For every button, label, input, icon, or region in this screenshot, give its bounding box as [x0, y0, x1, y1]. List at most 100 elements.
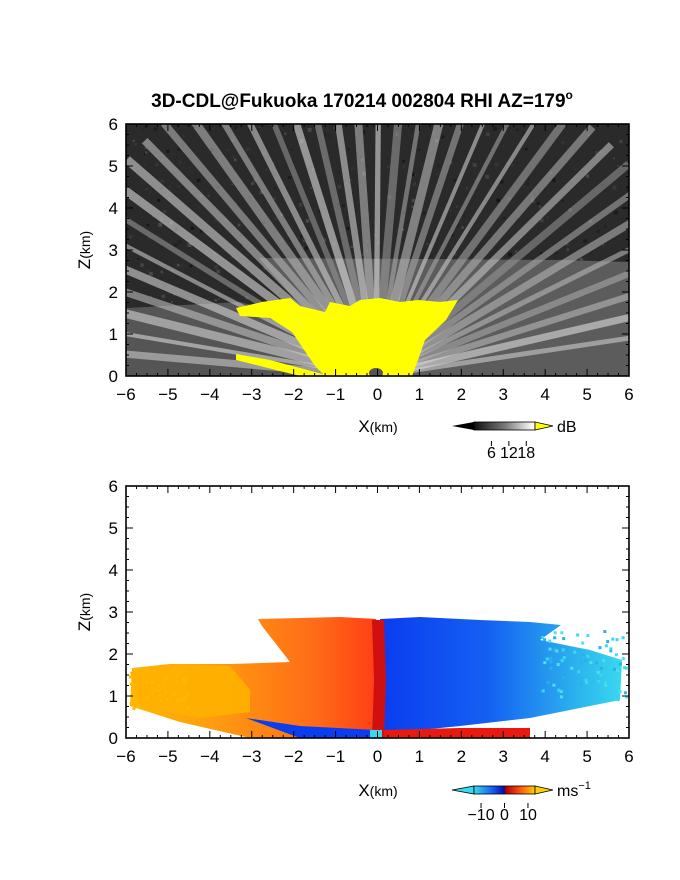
noise-speckle — [621, 209, 623, 211]
noise-speckle — [200, 138, 202, 140]
x-tick-label: −5 — [158, 747, 177, 766]
noise-speckle — [441, 135, 445, 139]
velocity-speckle — [621, 657, 625, 661]
colorbar-ticks: −10 0 10 — [467, 803, 537, 824]
noise-speckle — [350, 125, 353, 128]
noise-speckle — [613, 220, 616, 222]
velocity-speckle — [136, 703, 140, 707]
velocity-y-axis-label: Z(km) — [75, 593, 94, 631]
noise-speckle — [259, 190, 264, 195]
velocity-speckle — [153, 688, 157, 692]
noise-speckle — [453, 252, 457, 256]
noise-speckle — [619, 139, 623, 143]
noise-speckle — [153, 127, 158, 131]
velocity-speckle — [556, 663, 560, 667]
noise-speckle — [500, 180, 504, 184]
velocity-speckle — [581, 641, 585, 645]
noise-speckle — [233, 158, 237, 162]
noise-speckle — [298, 203, 303, 207]
velocity-speckle — [181, 676, 185, 680]
noise-speckle — [307, 127, 312, 132]
x-tick-label: −6 — [116, 747, 135, 766]
noise-speckle — [585, 174, 590, 178]
noise-speckle — [144, 164, 146, 166]
noise-speckle — [514, 250, 518, 253]
noise-speckle — [303, 239, 305, 242]
noise-speckle — [326, 238, 329, 241]
noise-speckle — [450, 243, 454, 247]
noise-speckle — [485, 174, 490, 179]
noise-speckle — [289, 240, 291, 242]
reflectivity-x-axis-label: X(km) — [358, 417, 397, 436]
noise-speckle — [245, 209, 248, 211]
noise-speckle — [214, 265, 219, 270]
noise-speckle — [478, 158, 480, 160]
noise-speckle — [590, 251, 593, 255]
noise-speckle — [158, 222, 163, 227]
noise-speckle — [179, 184, 182, 187]
velocity-speckle — [541, 689, 545, 693]
noise-speckle — [178, 160, 183, 165]
noise-speckle — [511, 164, 514, 167]
noise-speckle — [145, 188, 148, 191]
noise-speckle — [134, 142, 138, 146]
colorbar-tick-label: −10 — [467, 807, 494, 824]
velocity-speckle — [137, 672, 141, 676]
x-tick-label: 4 — [540, 747, 549, 766]
noise-speckle — [455, 205, 458, 208]
noise-speckle — [142, 128, 144, 131]
reflectivity-axes: −6 −5 −4 −3 −2 −1 0 1 2 3 4 5 6 0 1 2 3 4 5 6 — [109, 115, 634, 404]
velocity-shear-line — [372, 620, 386, 738]
noise-speckle — [614, 210, 618, 215]
velocity-speckle — [164, 676, 168, 680]
x-tick-label: 6 — [624, 747, 633, 766]
noise-speckle — [408, 141, 410, 144]
noise-speckle — [273, 216, 278, 221]
velocity-speckle — [589, 661, 593, 665]
noise-speckle — [135, 228, 137, 231]
noise-speckle — [473, 178, 475, 180]
velocity-speckle — [597, 680, 601, 684]
velocity-speckle — [545, 657, 549, 661]
velocity-speckle — [158, 693, 162, 697]
noise-speckle — [599, 140, 602, 143]
velocity-speckle — [549, 660, 553, 664]
noise-speckle — [596, 229, 600, 234]
noise-speckle — [539, 218, 544, 223]
velocity-speckle — [618, 662, 622, 666]
velocity-speckle — [186, 692, 190, 696]
velocity-speckle — [603, 630, 607, 634]
velocity-speckle — [577, 670, 581, 674]
noise-speckle — [414, 173, 416, 176]
noise-speckle — [229, 288, 232, 292]
noise-speckle — [177, 280, 180, 283]
noise-speckle — [333, 126, 337, 130]
noise-speckle — [441, 153, 443, 156]
noise-speckle — [147, 236, 152, 241]
noise-speckle — [196, 178, 201, 183]
noise-speckle — [411, 198, 415, 203]
velocity-speckle — [595, 661, 599, 665]
noise-speckle — [612, 157, 615, 160]
velocity-speckle — [576, 633, 580, 637]
noise-speckle — [387, 165, 390, 169]
velocity-speckle — [541, 636, 545, 640]
negative-velocity-ground-strip — [246, 718, 376, 738]
velocity-speckle — [584, 678, 588, 682]
noise-speckle — [176, 263, 180, 267]
velocity-speckle — [596, 670, 600, 674]
noise-speckle — [342, 204, 345, 208]
noise-speckle — [174, 194, 177, 196]
velocity-speckle — [184, 694, 188, 698]
noise-speckle — [453, 178, 457, 183]
velocity-speckle — [560, 659, 564, 663]
noise-speckle — [332, 128, 335, 131]
noise-speckle — [302, 246, 304, 248]
noise-speckle — [612, 185, 617, 190]
colorbar-tick-label: 0 — [500, 807, 509, 824]
noise-speckle — [408, 124, 412, 127]
noise-speckle — [145, 269, 150, 274]
reflectivity-colorbar: 6 12 18 dB — [452, 419, 577, 462]
noise-speckle — [163, 261, 168, 266]
